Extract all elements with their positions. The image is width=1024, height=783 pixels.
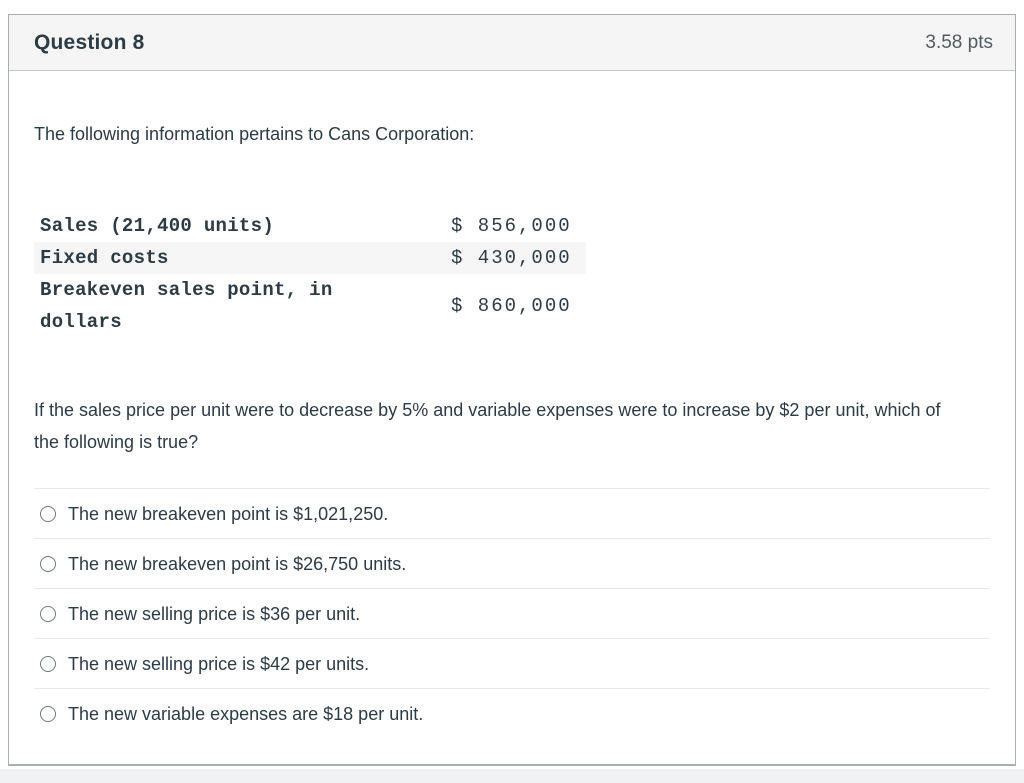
table-row: Breakeven sales point, in dollars $ 860,… <box>34 274 586 338</box>
radio-button-icon[interactable] <box>40 555 56 572</box>
table-row-label: Fixed costs <box>40 247 169 269</box>
question-body: The following information pertains to Ca… <box>9 119 1015 738</box>
question-paragraph: If the sales price per unit were to decr… <box>34 400 941 452</box>
answer-option-row[interactable]: The new breakeven point is $26,750 units… <box>34 538 990 588</box>
intro-paragraph: The following information pertains to Ca… <box>34 124 475 144</box>
question-points: 3.58 pts <box>925 31 993 53</box>
answer-option-row[interactable]: The new selling price is $36 per unit. <box>34 588 990 638</box>
table-row: Fixed costs $ 430,000 <box>34 242 586 274</box>
table-row-value: $ 856,000 <box>451 215 572 237</box>
radio-button-icon[interactable] <box>40 655 56 672</box>
table-row-value: $ 430,000 <box>451 247 572 269</box>
question-header: Question 8 3.58 pts <box>9 15 1015 71</box>
answer-option-label: The new selling price is $42 per units. <box>68 653 370 674</box>
page-footer-strip <box>0 769 1024 783</box>
answer-option-row[interactable]: The new selling price is $42 per units. <box>34 638 990 688</box>
radio-button-icon[interactable] <box>40 605 56 622</box>
answer-option-label: The new breakeven point is $26,750 units… <box>68 553 407 574</box>
table-row-value: $ 860,000 <box>451 295 572 317</box>
radio-button-icon[interactable] <box>40 505 56 522</box>
question-card: Question 8 3.58 pts The following inform… <box>8 14 1016 766</box>
radio-button-icon[interactable] <box>40 705 56 722</box>
answer-option-row[interactable]: The new breakeven point is $1,021,250. <box>34 488 990 538</box>
answer-options: The new breakeven point is $1,021,250. T… <box>34 488 990 738</box>
answer-option-label: The new variable expenses are $18 per un… <box>68 703 424 724</box>
answer-option-row[interactable]: The new variable expenses are $18 per un… <box>34 688 990 738</box>
table-row-label: Sales (21,400 units) <box>40 215 275 237</box>
question-title: Question 8 <box>34 30 145 54</box>
answer-option-label: The new selling price is $36 per unit. <box>68 603 361 624</box>
table-row: Sales (21,400 units) $ 856,000 <box>34 210 586 242</box>
table-row-label: Breakeven sales point, in dollars <box>40 279 333 333</box>
answer-option-label: The new breakeven point is $1,021,250. <box>68 503 389 524</box>
financial-table: Sales (21,400 units) $ 856,000 Fixed cos… <box>34 210 586 338</box>
